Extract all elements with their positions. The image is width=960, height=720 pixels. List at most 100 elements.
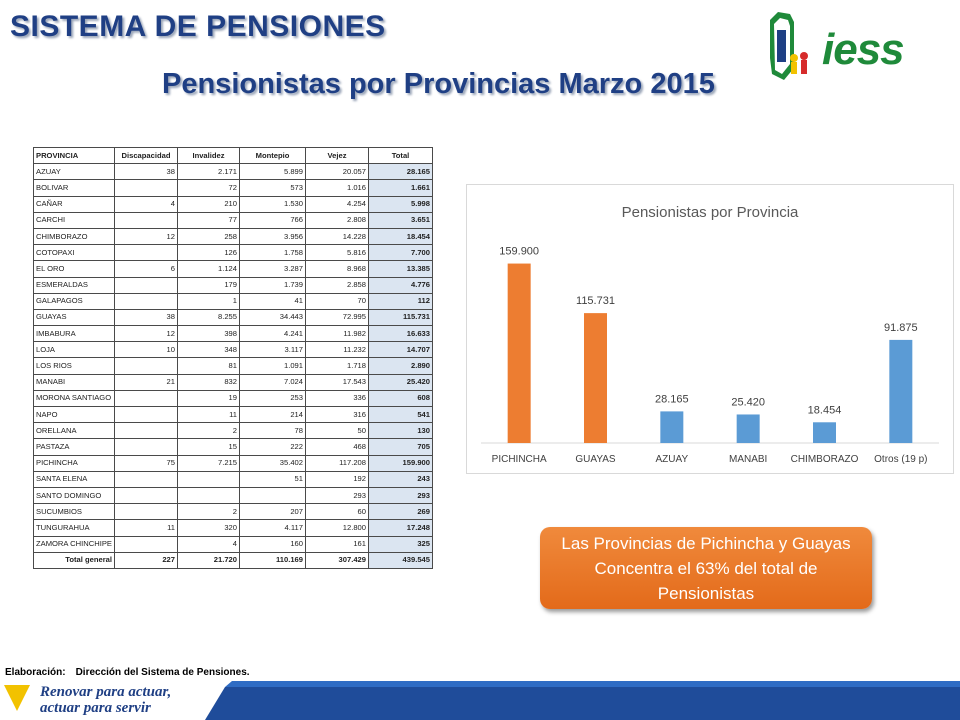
cell-value: 541 <box>368 405 433 424</box>
cell-value: 1.016 <box>305 179 369 197</box>
cell-value: 2.808 <box>305 211 369 229</box>
cell-value: 50 <box>305 422 369 440</box>
cell-value: 34.443 <box>239 308 306 327</box>
cell-value: 2.858 <box>305 276 369 294</box>
header-invalidez: Invalidez <box>177 146 240 165</box>
cell-value <box>114 503 178 521</box>
slogan: Renovar para actuar, actuar para servir <box>40 684 171 716</box>
cell-value: 293 <box>368 486 433 505</box>
cell-value: 705 <box>368 438 433 456</box>
header-montepio: Montepio <box>239 146 306 165</box>
bar-4 <box>813 422 836 443</box>
cell-value: 38 <box>114 308 178 327</box>
cell-value: 608 <box>368 389 433 408</box>
cell-value: 1.091 <box>239 357 306 375</box>
cell-value: 60 <box>305 503 369 521</box>
table-row: MORONA SANTIAGO 19 253 336 608 <box>33 389 433 408</box>
cell-provincia: CAÑAR <box>33 195 115 213</box>
table-row: SANTA ELENA 51 192 243 <box>33 470 433 488</box>
bar-1 <box>584 313 607 443</box>
cell-value: 14.707 <box>368 341 433 359</box>
page-title: SISTEMA DE PENSIONES <box>10 10 386 43</box>
table-header-row: PROVINCIA Discapacidad Invalidez Montepi… <box>33 146 433 165</box>
cell-value <box>114 244 178 262</box>
cell-value: 253 <box>239 389 306 408</box>
cell-value: 192 <box>305 470 369 488</box>
cell-provincia: ZAMORA CHINCHIPE <box>33 535 115 553</box>
header-provincia: PROVINCIA <box>33 146 115 165</box>
cell-value: 1.758 <box>239 244 306 262</box>
cell-value <box>114 389 178 408</box>
bar-chart: Pensionistas por Provincia 159.900 PICHINC… <box>466 184 954 474</box>
cell-value: 468 <box>305 438 369 456</box>
cell-value: 325 <box>368 535 433 553</box>
cell-value: 51 <box>239 470 306 488</box>
table-row: GALAPAGOS 1 41 70 112 <box>33 292 433 310</box>
cell-value: 72 <box>177 179 240 197</box>
cell-value: 4.117 <box>239 519 306 537</box>
cell-value: 8.968 <box>305 260 369 278</box>
cell-provincia: GUAYAS <box>33 308 115 327</box>
cell-value: 19 <box>177 389 240 408</box>
header-total: Total <box>368 146 433 165</box>
table-row: ZAMORA CHINCHIPE 4 160 161 325 <box>33 535 433 553</box>
cell-value: 161 <box>305 535 369 553</box>
bar-3 <box>736 414 760 443</box>
data-label: 115.731 <box>576 295 615 307</box>
cell-total-value: 110.169 <box>239 551 306 569</box>
table-row: GUAYAS 38 8.255 34.443 72.995 115.731 <box>33 308 433 327</box>
header-vejez: Vejez <box>305 146 369 165</box>
page-subtitle: Pensionistas por Provincias Marzo 2015 <box>162 68 715 100</box>
bar-0 <box>507 263 531 443</box>
cell-value: 8.255 <box>177 308 240 327</box>
slogan-line-1: Renovar para actuar, <box>40 684 172 700</box>
cell-value: 398 <box>177 325 240 343</box>
table-row: NAPO 11 214 316 541 <box>33 405 433 424</box>
cell-total-label: Total general <box>33 551 115 569</box>
table-row: TUNGURAHUA 11 320 4.117 12.800 17.248 <box>33 519 433 537</box>
cell-value <box>114 535 178 553</box>
x-tick-label: AZUAY <box>656 454 689 465</box>
cell-value: 75 <box>114 454 178 472</box>
cell-value: 269 <box>368 503 433 521</box>
cell-total-value: 307.429 <box>305 551 369 569</box>
cell-value: 126 <box>177 244 240 262</box>
chart-title: Pensionistas por Provincia <box>622 204 799 221</box>
slogan-line-2: actuar para servir <box>40 700 151 716</box>
cell-value: 20.057 <box>305 163 369 181</box>
cell-provincia: SANTO DOMINGO <box>33 486 115 505</box>
cell-value <box>114 357 178 375</box>
cell-value: 2 <box>177 503 240 521</box>
cell-value: 336 <box>305 389 369 408</box>
cell-value: 13.385 <box>368 260 433 278</box>
cell-value: 7.700 <box>368 244 433 262</box>
cell-value <box>114 292 178 310</box>
cell-value: 160 <box>239 535 306 553</box>
cell-value <box>239 486 306 505</box>
cell-provincia: ORELLANA <box>33 422 115 440</box>
cell-provincia: COTOPAXI <box>33 244 115 262</box>
cell-total-value: 227 <box>114 551 178 569</box>
cell-provincia: CHIMBORAZO <box>33 227 115 246</box>
cell-value: 28.165 <box>368 163 433 181</box>
cell-value: 35.402 <box>239 454 306 472</box>
cell-value: 4.241 <box>239 325 306 343</box>
cell-value: 1 <box>177 292 240 310</box>
cell-value: 41 <box>239 292 306 310</box>
cell-value: 7.024 <box>239 373 306 391</box>
cell-value: 12 <box>114 325 178 343</box>
cell-value <box>114 470 178 488</box>
table-total-row: Total general 227 21.720 110.169 307.429 439.… <box>33 551 433 569</box>
cell-provincia: SUCUMBIOS <box>33 503 115 521</box>
data-label: 28.165 <box>655 393 689 405</box>
cell-value: 320 <box>177 519 240 537</box>
cell-value: 832 <box>177 373 240 391</box>
table-row: CARCHI 77 766 2.808 3.651 <box>33 211 433 229</box>
cell-value: 16.633 <box>368 325 433 343</box>
cell-value: 1.124 <box>177 260 240 278</box>
table-row: CHIMBORAZO 12 258 3.956 14.228 18.454 <box>33 227 433 246</box>
cell-total-value: 21.720 <box>177 551 240 569</box>
cell-provincia: NAPO <box>33 405 115 424</box>
bar-5 <box>889 339 913 443</box>
cell-value: 81 <box>177 357 240 375</box>
